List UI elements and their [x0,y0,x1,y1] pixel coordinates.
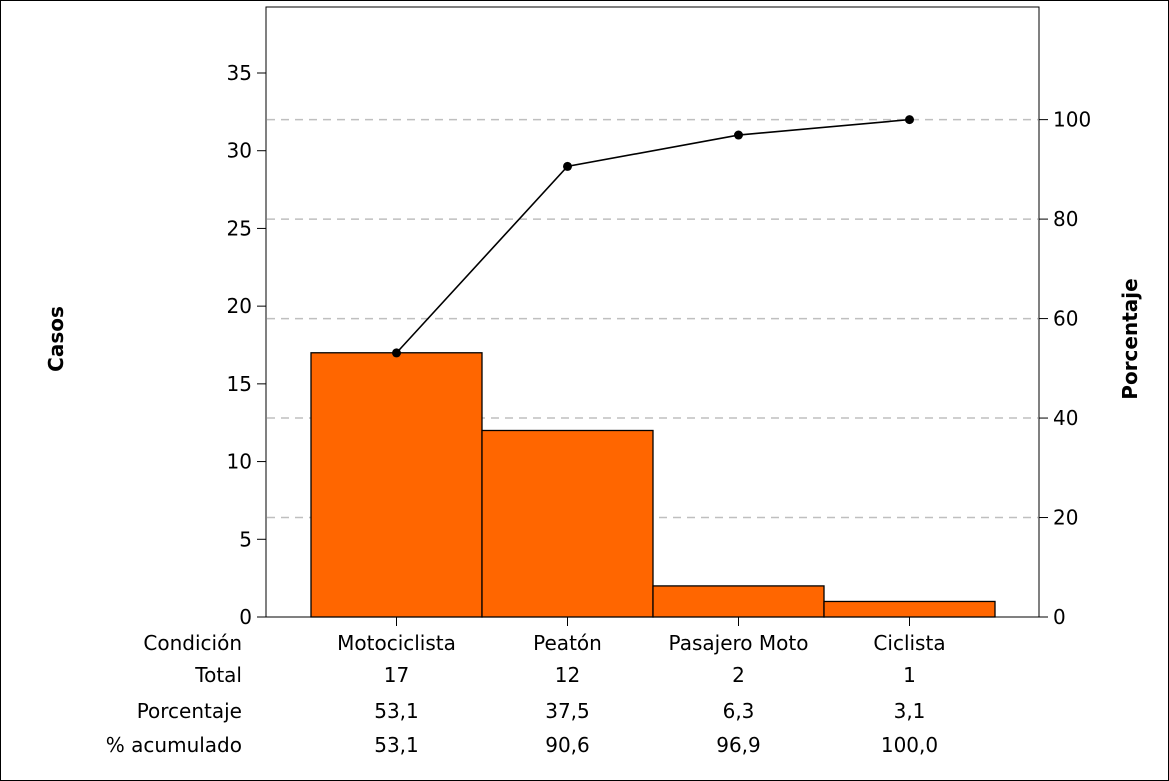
cumulative-point [905,115,914,125]
y-tick-label: 30 [227,139,252,163]
cumulative-point [392,348,401,358]
table-cell-category: Pasajero Moto [669,631,809,655]
data-table: Condición Motociclista Peatón Pasajero Moto… [106,631,946,757]
y-right-tick-label: 100 [1053,108,1091,132]
y-right-tick-label: 40 [1053,406,1078,430]
table-cell-total: 17 [384,663,409,687]
table-cell-category: Ciclista [873,631,945,655]
y-tick-label: 25 [227,216,252,240]
table-cell-total: 1 [903,663,916,687]
table-cell-percent: 37,5 [545,699,590,723]
bar-motociclista [310,352,483,618]
y-right-tick-label: 80 [1053,207,1078,231]
y-tick-label: 15 [227,372,252,396]
cumulative-point [563,161,572,171]
table-cell-cumulative: 100,0 [881,733,938,757]
y-tick-label: 20 [227,294,252,318]
y-tick-label: 5 [239,527,252,551]
table-row-label-percent: Porcentaje [137,699,242,723]
table-row-label-cumulative: % acumulado [106,733,242,757]
cumulative-point [734,130,743,140]
table-row-label-total: Total [194,663,242,687]
bar-peatón [481,429,654,618]
bar-ciclista [823,600,996,618]
y-tick-label: 10 [227,450,252,474]
y-right-tick-label: 60 [1053,307,1078,331]
axes: 0 5 10 15 20 25 30 35 0 20 40 60 80 100 [227,6,1091,629]
cumulative-polyline [395,118,910,354]
table-cell-category: Motociclista [337,631,456,655]
y-axis-label: Casos [44,306,68,372]
y-axis-right-label: Porcentaje [1118,278,1142,399]
table-cell-cumulative: 53,1 [374,733,419,757]
table-row-label-category: Condición [143,631,242,655]
y-right-tick-label: 20 [1053,506,1078,530]
y-tick-label: 0 [239,605,252,629]
table-cell-percent: 53,1 [374,699,419,723]
table-cell-total: 12 [555,663,580,687]
table-cell-percent: 3,1 [894,699,926,723]
bar-pasajero-moto [652,585,825,618]
table-cell-cumulative: 90,6 [545,733,590,757]
cumulative-line [392,115,914,358]
y-right-tick-label: 0 [1053,605,1066,629]
table-cell-cumulative: 96,9 [716,733,761,757]
bars [310,352,996,618]
y-tick-label: 35 [227,61,252,85]
plot-area [265,6,1040,618]
table-cell-total: 2 [732,663,745,687]
table-cell-category: Peatón [533,631,602,655]
table-cell-percent: 6,3 [723,699,755,723]
